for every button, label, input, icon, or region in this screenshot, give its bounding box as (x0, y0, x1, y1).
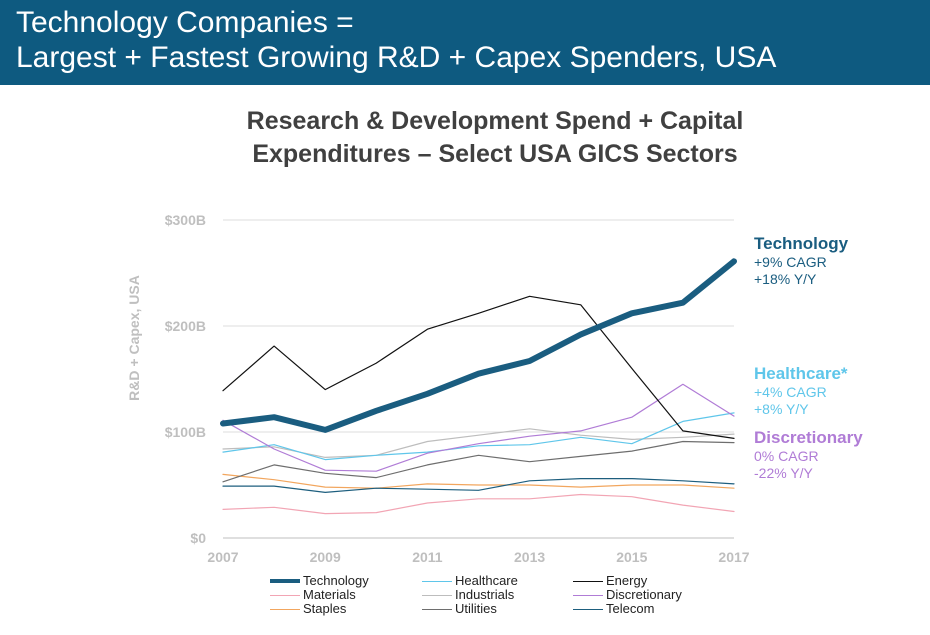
title-bar: Technology Companies = Largest + Fastest… (0, 0, 930, 85)
legend-swatch-energy (573, 581, 603, 582)
legend-label-utilities: Utilities (455, 601, 497, 616)
series-line-technology (220, 258, 737, 433)
x-tick-label-2013: 2013 (514, 549, 545, 565)
series-line-healthcare (222, 412, 735, 461)
y-tick-label-3: $300B (165, 212, 206, 228)
series-line-industrials (222, 428, 735, 458)
series-line-telecom (222, 478, 735, 493)
legend-label-technology: Technology (303, 573, 369, 588)
legend-label-healthcare: Healthcare (455, 573, 518, 588)
technology-annotation-cagr: +9% CAGR (754, 254, 827, 270)
technology-annotation: Technology +9% CAGR +18% Y/Y (754, 234, 848, 288)
chart-title-line-2: Expenditures – Select USA GICS Sectors (252, 140, 738, 168)
chart-legend: Technology Healthcare Energy Materials I… (270, 574, 730, 620)
series-line-materials (222, 493, 735, 515)
legend-label-materials: Materials (303, 587, 356, 602)
legend-swatch-discretionary (573, 595, 603, 596)
discretionary-annotation: Discretionary 0% CAGR -22% Y/Y (754, 428, 863, 482)
legend-label-staples: Staples (303, 601, 347, 616)
discretionary-annotation-name: Discretionary (754, 428, 863, 447)
discretionary-annotation-cagr: 0% CAGR (754, 448, 819, 464)
legend-swatch-healthcare (422, 581, 452, 582)
healthcare-annotation-name: Healthcare* (754, 364, 848, 383)
legend-label-telecom: Telecom (606, 601, 655, 616)
y-axis-label: R&D + Capex, USA (126, 275, 142, 401)
legend-label-discretionary: Discretionary (606, 587, 682, 602)
series-line-energy (222, 295, 735, 439)
legend-swatch-telecom (573, 609, 603, 610)
legend-swatch-staples (270, 609, 300, 610)
y-tick-label-1: $100B (165, 424, 206, 440)
technology-annotation-name: Technology (754, 234, 849, 253)
header-title-line-2: Largest + Fastest Growing R&D + Capex Sp… (16, 41, 777, 74)
x-tick-label-2017: 2017 (718, 549, 749, 565)
series-line-discretionary (222, 383, 735, 472)
legend-swatch-utilities (422, 609, 452, 610)
x-tick-label-2011: 2011 (412, 549, 443, 565)
legend-swatch-technology (270, 579, 300, 583)
x-tick-label-2015: 2015 (616, 549, 647, 565)
x-tick-label-2007: 2007 (207, 549, 238, 565)
chart-title-line-1: Research & Development Spend + Capital (246, 107, 744, 135)
legend-label-energy: Energy (606, 573, 648, 588)
y-tick-label-2: $200B (165, 318, 206, 334)
healthcare-annotation-cagr: +4% CAGR (754, 384, 827, 400)
legend-swatch-industrials (422, 595, 452, 596)
x-tick-label-2009: 2009 (310, 549, 341, 565)
healthcare-annotation: Healthcare* +4% CAGR +8% Y/Y (754, 364, 848, 418)
y-tick-label-0: $0 (190, 530, 206, 546)
series-line-staples (222, 473, 735, 489)
technology-annotation-yy: +18% Y/Y (754, 271, 817, 287)
series-line-utilities (222, 440, 735, 483)
header-title-line-1: Technology Companies = (16, 6, 354, 39)
discretionary-annotation-yy: -22% Y/Y (754, 465, 813, 481)
legend-swatch-materials (270, 595, 300, 596)
legend-label-industrials: Industrials (455, 587, 515, 602)
healthcare-annotation-yy: +8% Y/Y (754, 401, 809, 417)
